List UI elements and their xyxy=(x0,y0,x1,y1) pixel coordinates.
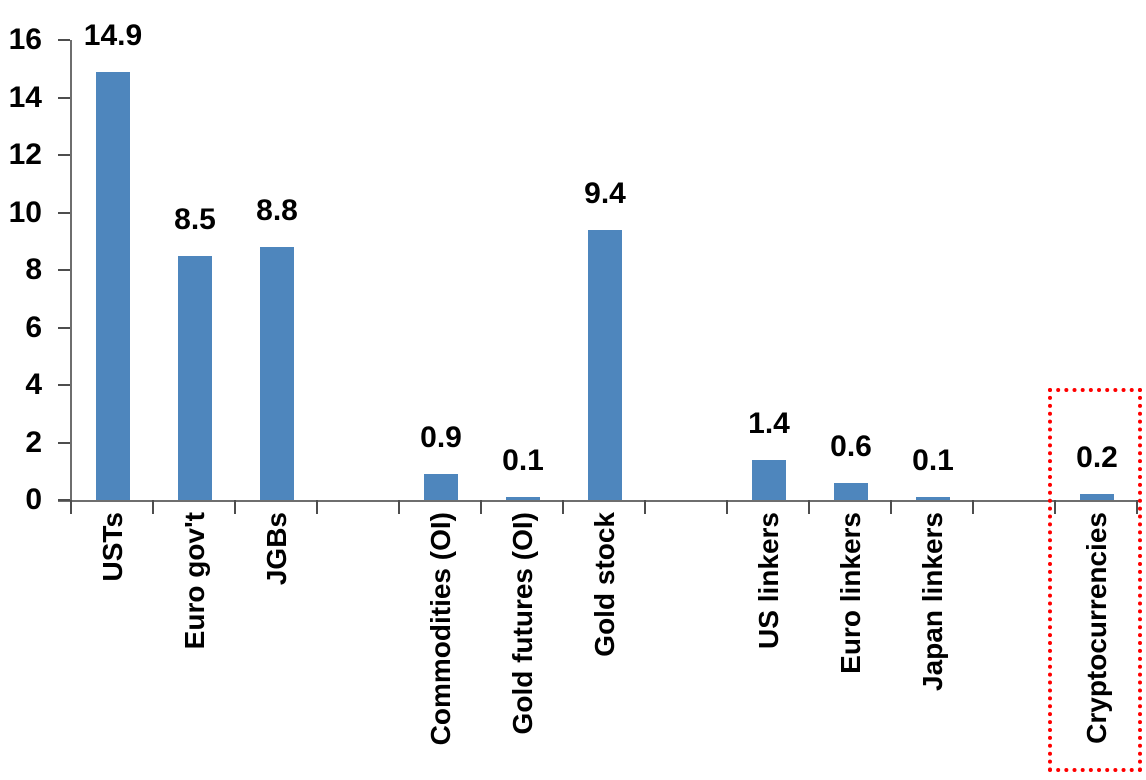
x-tick xyxy=(152,500,154,514)
y-tick-label: 16 xyxy=(8,23,42,56)
bar-value-label: 8.5 xyxy=(174,203,216,236)
y-tick xyxy=(58,499,70,501)
bar xyxy=(424,474,458,500)
y-axis-line xyxy=(70,40,72,514)
y-tick-label: 6 xyxy=(25,311,42,344)
x-tick xyxy=(480,500,482,514)
bar xyxy=(752,460,786,500)
x-tick xyxy=(972,500,974,514)
y-tick xyxy=(58,212,70,214)
y-tick-label: 10 xyxy=(8,196,42,229)
bar xyxy=(916,497,950,500)
x-category-label: Japan linkers xyxy=(917,512,948,691)
y-tick-label: 0 xyxy=(25,483,42,516)
bar-value-label: 14.9 xyxy=(83,19,143,52)
x-category-label: Euro gov't xyxy=(179,512,210,650)
bar-value-label: 1.4 xyxy=(748,407,790,440)
bar-value-label: 9.4 xyxy=(584,177,626,210)
x-tick xyxy=(1136,500,1138,514)
x-category-label: Commodities (OI) xyxy=(425,512,456,746)
x-tick xyxy=(316,500,318,514)
y-tick xyxy=(58,327,70,329)
y-tick xyxy=(58,269,70,271)
x-category-label: Gold futures (OI) xyxy=(507,512,538,735)
bar xyxy=(96,72,130,500)
x-tick xyxy=(398,500,400,514)
bar xyxy=(506,497,540,500)
y-tick xyxy=(58,97,70,99)
x-tick xyxy=(644,500,646,514)
y-tick-label: 4 xyxy=(25,368,42,401)
x-tick xyxy=(808,500,810,514)
x-category-label: JGBs xyxy=(261,512,292,586)
highlight-box xyxy=(1048,388,1142,772)
y-tick-label: 8 xyxy=(25,253,42,286)
x-tick xyxy=(726,500,728,514)
x-tick xyxy=(234,500,236,514)
x-tick xyxy=(70,500,72,514)
bar xyxy=(178,256,212,500)
bar-value-label: 0.9 xyxy=(420,421,462,454)
bar xyxy=(588,230,622,500)
x-category-label: USTs xyxy=(97,512,128,582)
bar xyxy=(1080,494,1114,500)
x-tick xyxy=(562,500,564,514)
x-category-label: US linkers xyxy=(753,512,784,649)
bar-value-label: 0.2 xyxy=(1076,441,1118,474)
x-category-label: Euro linkers xyxy=(835,512,866,674)
y-tick xyxy=(58,154,70,156)
x-tick xyxy=(890,500,892,514)
bar xyxy=(260,247,294,500)
y-tick-label: 14 xyxy=(8,81,42,114)
bar-value-label: 0.6 xyxy=(830,430,872,463)
bar-value-label: 0.1 xyxy=(502,444,544,477)
x-category-label: Gold stock xyxy=(589,512,620,657)
bar xyxy=(834,483,868,500)
bar-value-label: 8.8 xyxy=(256,194,298,227)
y-tick xyxy=(58,39,70,41)
bar-value-label: 0.1 xyxy=(912,444,954,477)
y-tick-label: 2 xyxy=(25,426,42,459)
y-tick xyxy=(58,384,70,386)
x-axis-line xyxy=(58,500,1139,502)
y-tick-label: 12 xyxy=(8,138,42,171)
x-tick xyxy=(1054,500,1056,514)
y-tick xyxy=(58,442,70,444)
